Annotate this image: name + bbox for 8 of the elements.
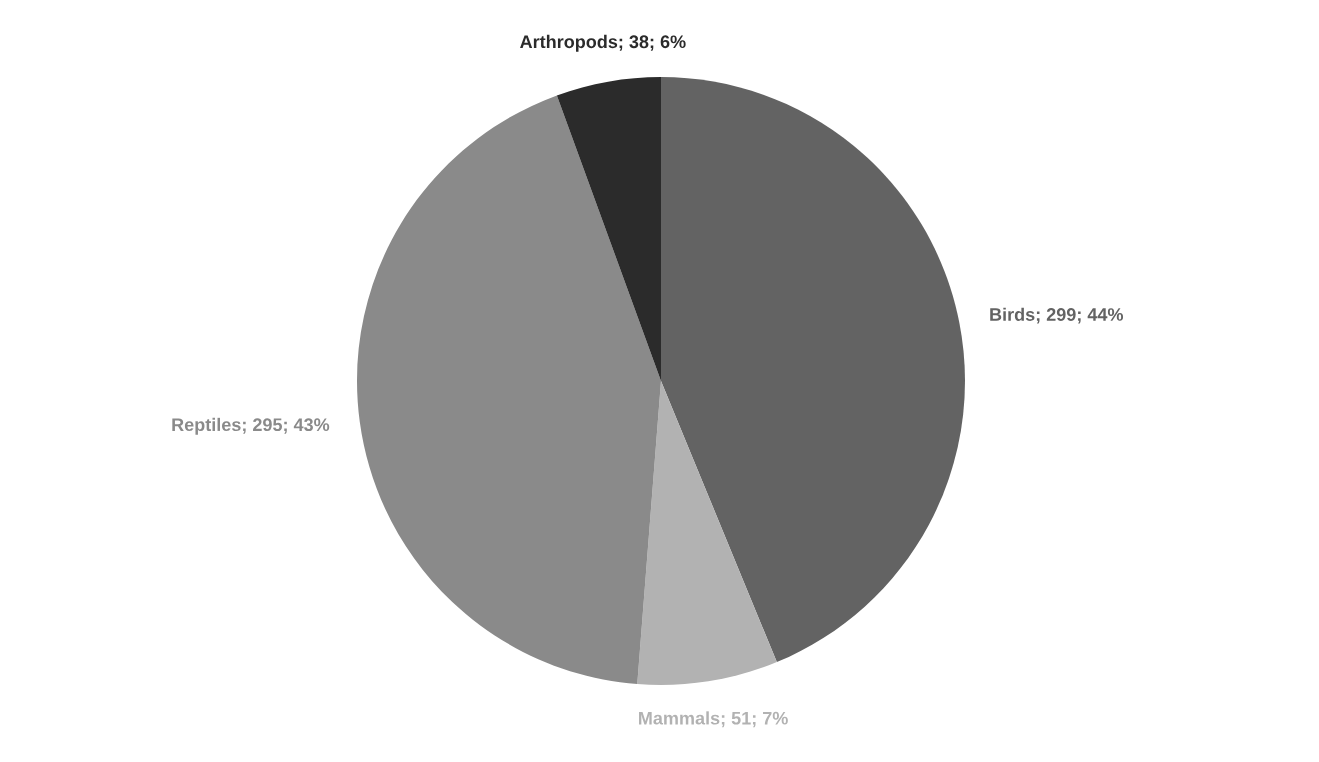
pie-slice xyxy=(661,77,965,663)
pie-slice xyxy=(637,381,777,685)
pie-slice xyxy=(357,95,661,685)
slice-label: Arthropods; 38; 6% xyxy=(520,34,686,52)
slice-label: Mammals; 51; 7% xyxy=(639,711,788,728)
pie-slice xyxy=(556,77,661,381)
slice-label: Birds; 299; 44% xyxy=(990,307,1124,324)
slice-label: Reptiles; 295; 43% xyxy=(172,417,330,435)
